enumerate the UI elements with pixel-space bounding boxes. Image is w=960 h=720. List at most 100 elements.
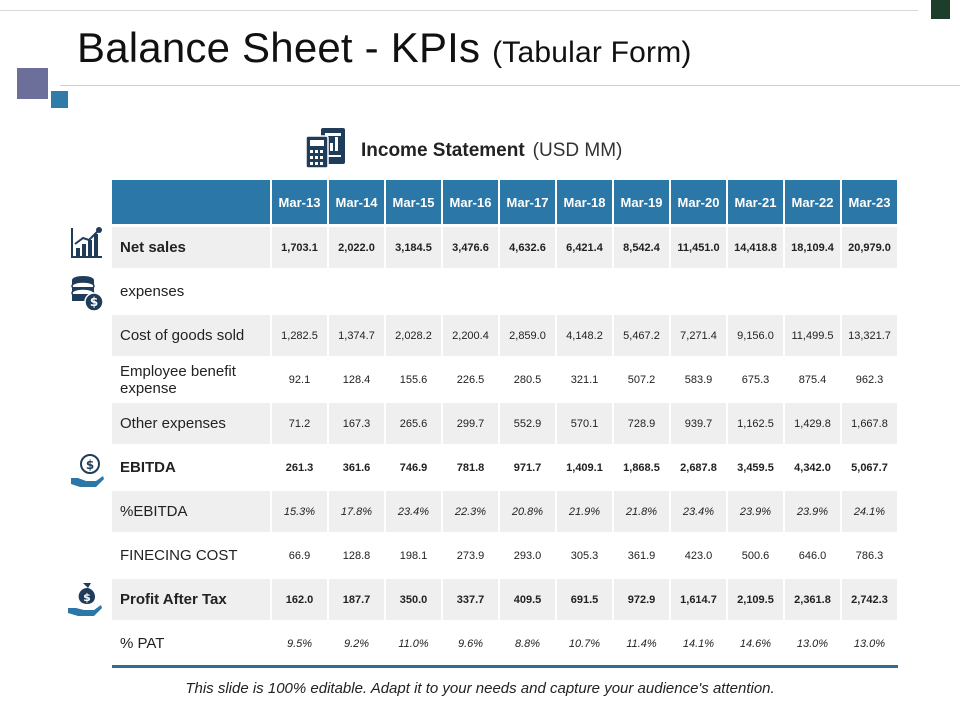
row-label: Employee benefit expense (120, 362, 236, 397)
table-row: Employee benefit expense 92.1 128.4 155.6 22… (112, 359, 897, 400)
value-cell: 423.0 (684, 549, 713, 562)
value-cell: 23.4% (671, 491, 726, 532)
column-header: Mar-23 (842, 180, 897, 224)
value-cell: 18,109.4 (785, 227, 840, 268)
value-cell: 6,421.4 (557, 227, 612, 268)
value-cell: 162.0 (272, 579, 327, 620)
value-cell: 128.4 (342, 373, 371, 386)
value-cell: 273.9 (456, 549, 485, 562)
row-label: Profit After Tax (112, 579, 270, 620)
value-cell: 261.3 (285, 461, 314, 474)
value-cell: 691.5 (557, 579, 612, 620)
value-cell: 337.7 (443, 579, 498, 620)
value-cell (842, 271, 897, 312)
row-label: Cost of goods sold (112, 315, 270, 356)
value-cell: 198.1 (399, 549, 428, 562)
title-subtitle: (Tabular Form) (492, 36, 692, 69)
value-cell: 280.5 (513, 373, 542, 386)
title-decoration-square-small (51, 91, 68, 108)
slide-title: Balance Sheet - KPIs (Tabular Form) (77, 24, 692, 72)
value-cell (614, 271, 669, 312)
value-cell (671, 271, 726, 312)
svg-text:$: $ (83, 591, 91, 604)
value-cell: 8.8% (514, 637, 541, 650)
table-header-row: Mar-13 Mar-14 Mar-15 Mar-16 Mar-17 Mar-1… (112, 180, 897, 224)
value-cell (329, 271, 384, 312)
value-cell: 14,418.8 (728, 227, 783, 268)
value-cell: 1,614.7 (671, 579, 726, 620)
value-cell: 167.3 (329, 403, 384, 444)
value-cell: 17.8% (329, 491, 384, 532)
value-cell: 728.9 (614, 403, 669, 444)
value-cell: 2,361.8 (785, 579, 840, 620)
value-cell: 23.9% (785, 491, 840, 532)
value-cell: 92.1 (288, 373, 311, 386)
value-cell: 21.8% (614, 491, 669, 532)
money-hand-icon: $ (71, 454, 104, 487)
title-decoration-square-large (17, 68, 48, 99)
column-header: Mar-16 (443, 180, 498, 224)
value-cell: 2,028.2 (386, 315, 441, 356)
column-header: Mar-21 (728, 180, 783, 224)
value-cell: 675.3 (741, 373, 770, 386)
row-label: % PAT (120, 635, 165, 652)
value-cell: 350.0 (386, 579, 441, 620)
table-bottom-rule (112, 665, 898, 668)
value-cell: 9.6% (457, 637, 484, 650)
svg-text:$: $ (86, 458, 94, 472)
title-main: Balance Sheet - KPIs (77, 24, 481, 71)
value-cell: 10.7% (568, 637, 601, 650)
value-cell: 646.0 (798, 549, 827, 562)
value-cell: 1,162.5 (728, 403, 783, 444)
value-cell: 21.9% (557, 491, 612, 532)
table-row: % PAT 9.5% 9.2% 11.0% 9.6% 8.8% 10.7% 11.4% 14.1… (112, 623, 897, 664)
value-cell: 3,459.5 (737, 461, 774, 474)
table-row: FINECING COST 66.9 128.8 198.1 273.9 293.0 305… (112, 535, 897, 576)
table-row: expenses (112, 271, 897, 312)
row-label: FINECING COST (120, 547, 238, 564)
value-cell: 972.9 (614, 579, 669, 620)
money-bag-hand-icon: $ (68, 583, 102, 616)
footer-note: This slide is 100% editable. Adapt it to… (185, 680, 775, 697)
value-cell: 552.9 (500, 403, 555, 444)
chart-growth-icon (71, 227, 102, 258)
value-cell: 265.6 (386, 403, 441, 444)
value-cell: 570.1 (557, 403, 612, 444)
row-label: expenses (120, 283, 185, 300)
value-cell: 2,200.4 (443, 315, 498, 356)
column-header: Mar-17 (500, 180, 555, 224)
value-cell: 155.6 (399, 373, 428, 386)
value-cell: 2,687.8 (680, 461, 717, 474)
value-cell: 962.3 (855, 373, 884, 386)
value-cell: 875.4 (798, 373, 827, 386)
value-cell: 13.0% (796, 637, 829, 650)
value-cell: 2,109.5 (728, 579, 783, 620)
value-cell: 11.4% (626, 637, 657, 650)
value-cell: 361.9 (627, 549, 656, 562)
value-cell: 14.1% (682, 637, 715, 650)
value-cell: 1,703.1 (272, 227, 327, 268)
table-row: Other expenses 71.2 167.3 265.6 299.7 552.9 57… (112, 403, 897, 444)
value-cell: 9,156.0 (728, 315, 783, 356)
value-cell (443, 271, 498, 312)
value-cell: 746.9 (399, 461, 428, 474)
value-cell: 11,499.5 (785, 315, 840, 356)
value-cell: 299.7 (443, 403, 498, 444)
value-cell: 23.9% (728, 491, 783, 532)
value-cell: 2,022.0 (329, 227, 384, 268)
value-cell (785, 271, 840, 312)
value-cell: 187.7 (329, 579, 384, 620)
section-title: Income Statement (361, 140, 525, 161)
value-cell: 1,374.7 (329, 315, 384, 356)
title-rule (60, 85, 960, 86)
value-cell: 14.6% (739, 637, 772, 650)
corner-decoration (931, 0, 950, 19)
value-cell: 5,067.7 (851, 461, 888, 474)
value-cell: 66.9 (288, 549, 311, 562)
value-cell: 4,342.0 (794, 461, 831, 474)
value-cell: 1,667.8 (842, 403, 897, 444)
value-cell: 22.3% (443, 491, 498, 532)
table-row: %EBITDA 15.3% 17.8% 23.4% 22.3% 20.8% 21.9% 21.… (112, 491, 897, 532)
value-cell: 1,282.5 (272, 315, 327, 356)
value-cell: 5,467.2 (614, 315, 669, 356)
